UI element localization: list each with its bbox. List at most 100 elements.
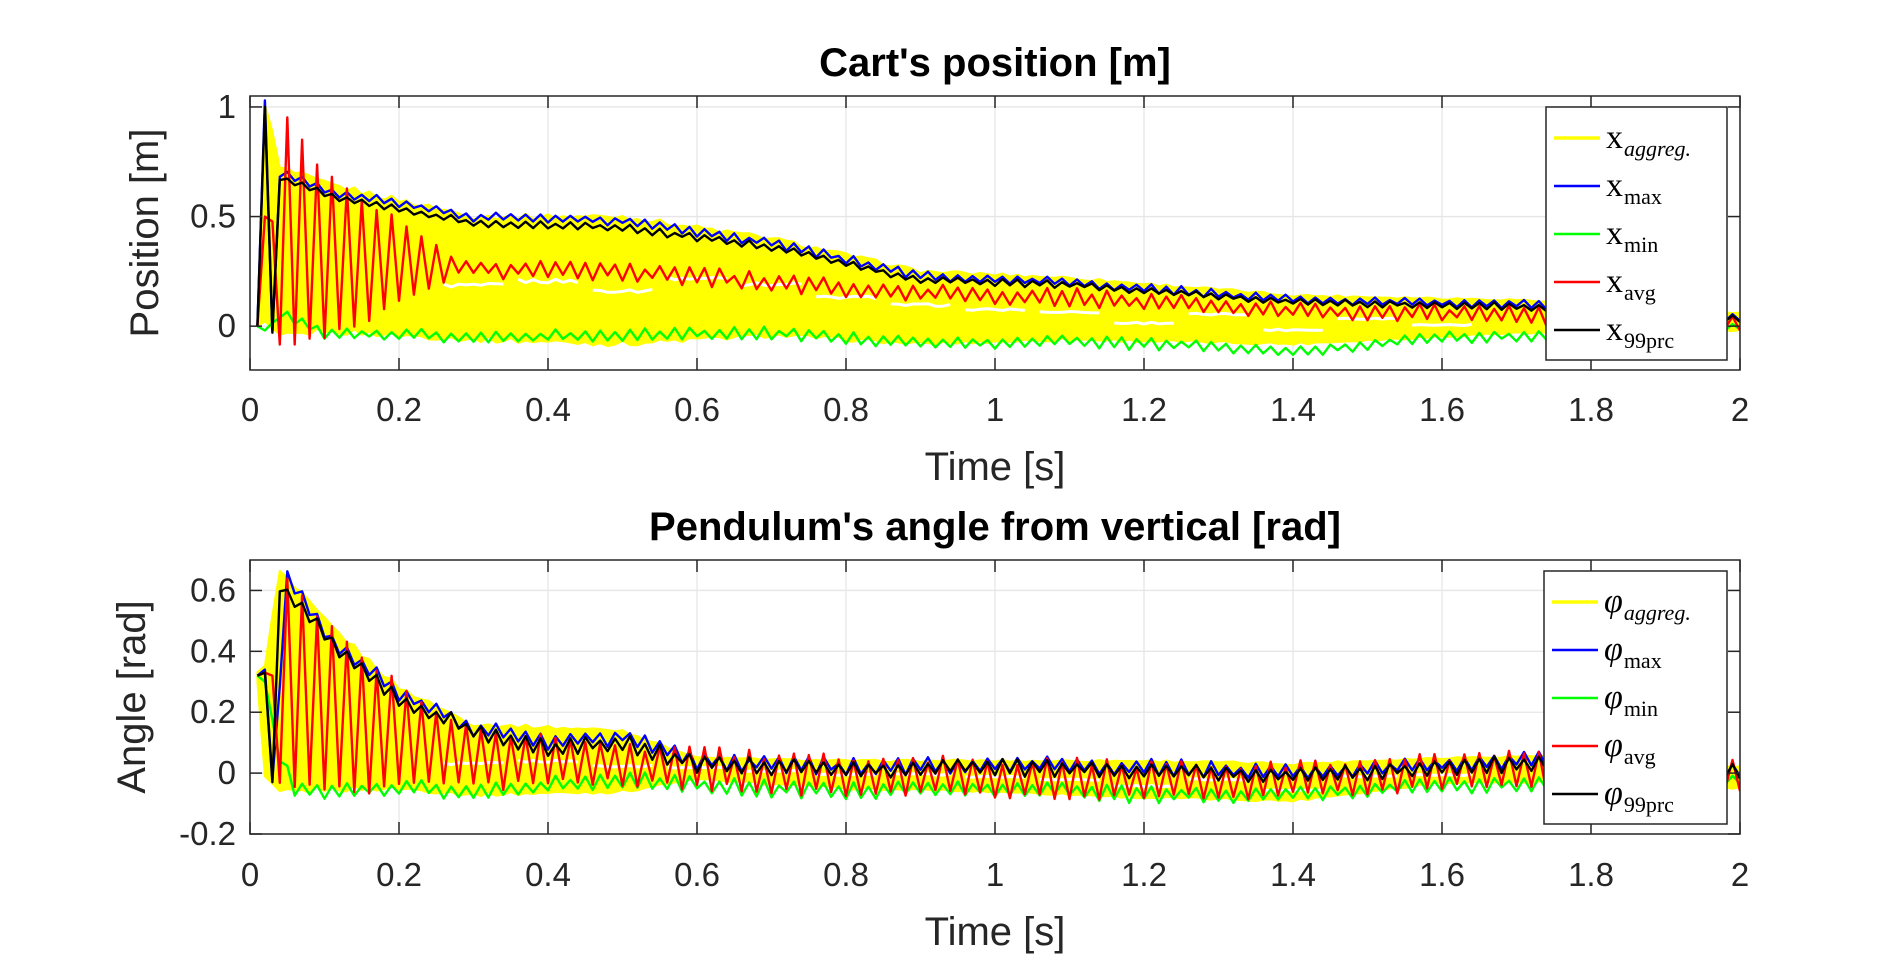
legend-item-x_max: xmax [1554,167,1662,209]
legend-symbol: φ [1604,679,1623,716]
legend-subscript: avg [1624,280,1656,305]
x-tick-label: 0.4 [525,856,571,893]
legend-item-x_aggreg.: xaggreg. [1554,119,1691,161]
band-gap [1263,327,1323,333]
x-tick-label: 0.2 [376,856,422,893]
series-group [256,99,1740,356]
band-gap [1188,311,1249,317]
y-tick-label: 0 [218,307,236,344]
x-tick-label: 1.6 [1419,391,1465,428]
y-tick-label: 0.5 [190,198,236,235]
x-tick-label: 0.6 [674,856,720,893]
legend-symbol: φ [1604,583,1623,620]
legend-subscript: min [1624,696,1658,721]
chart-title: Pendulum's angle from vertical [rad] [649,505,1341,549]
x-tick-label: 0 [241,856,259,893]
legend-label: φ99prc [1604,775,1674,817]
band-gap [517,758,579,764]
band-gap [1114,320,1174,326]
legend-symbol: x [1606,119,1623,156]
x-tick-label: 0.6 [674,391,720,428]
x-tick-label: 0.8 [823,856,869,893]
x-tick-label: 1.4 [1270,856,1316,893]
band-gap [592,763,653,769]
band-gap [517,277,579,285]
legend-item-phi_min: φmin [1552,679,1658,721]
x-tick-label: 1.2 [1121,391,1167,428]
legend-subscript: aggreg. [1624,136,1691,161]
x-tick-label: 1.8 [1568,856,1614,893]
series-phi_min-line [256,674,1740,805]
x-tick-label: 0.8 [823,391,869,428]
legend-label: xavg [1606,263,1656,305]
x-tick-label: 0.2 [376,391,422,428]
band-gap [741,768,802,773]
legend-label: x99prc [1606,311,1674,353]
legend-symbol: φ [1604,775,1623,812]
y-tick-label: 0 [218,754,236,791]
band-gap [1114,784,1174,789]
legend-subscript: aggreg. [1624,600,1691,625]
y-tick-label: 1 [218,88,236,125]
chart-panel-1: 0 0.2 0.4 0.6 0.8 1 1.2 1.4 1.6 1.8 2 0 0.5 1 Cart's p… [123,41,1749,489]
band-gap [1039,777,1100,782]
band-gap [741,281,802,288]
chart-title: Cart's position [m] [819,41,1171,85]
band-gap [1337,774,1398,779]
x-tick-label: 1.4 [1270,391,1316,428]
legend-label: φaggreg. [1604,583,1691,625]
legend-item-phi_avg: φavg [1552,727,1656,769]
x-tick-label: 0.4 [525,391,571,428]
legend-item-x_99prc: x99prc [1554,311,1674,353]
legend-symbol: x [1606,215,1623,252]
legend-label: φavg [1604,727,1656,769]
x-tick-label: 1 [986,856,1004,893]
band-gap [443,761,504,767]
legend-item-x_avg: xavg [1554,263,1656,305]
legend-item-phi_max: φmax [1552,631,1662,673]
legend-symbol: φ [1604,631,1623,668]
band-gap [1412,322,1473,327]
series-x_aggreg.-band [256,103,1740,348]
legend-item-x_min: xmin [1554,215,1658,257]
series-x_max-line [256,99,1740,332]
legend-symbol: x [1606,263,1623,300]
x-tick-label: 2 [1731,391,1749,428]
legend-subscript: max [1624,184,1662,209]
band-gap [965,307,1025,312]
x-tick-label: 2 [1731,856,1749,893]
x-tick-label: 1.2 [1121,856,1167,893]
series-x_avg-line [256,116,1740,346]
legend-subscript: 99prc [1624,328,1674,353]
legend-symbol: φ [1604,727,1623,764]
band-gap [1039,310,1100,315]
chart-panel-2: 0 0.2 0.4 0.6 0.8 1 1.2 1.4 1.6 1.8 2-0.200.20.40.… [110,505,1749,954]
legend-item-phi_aggreg.: φaggreg. [1552,583,1691,625]
x-tick-label: 1 [986,391,1004,428]
y-axis-label: Angle [rad] [110,600,154,793]
band-gap [592,287,653,294]
legend-label: xaggreg. [1606,119,1691,161]
y-tick-label: 0.4 [190,632,236,669]
y-tick-label: 0.2 [190,693,236,730]
series-phi_aggreg.-band [256,569,1740,803]
x-axis-label: Time [s] [925,910,1066,954]
legend-symbol: x [1606,311,1623,348]
band-gap [890,302,951,308]
legend-subscript: 99prc [1624,792,1674,817]
band-gap [443,282,504,289]
band-gap [1412,772,1473,777]
x-tick-label: 0 [241,391,259,428]
series-group [256,569,1740,805]
series-phi_99prc-line [256,588,1740,784]
legend-subscript: min [1624,232,1658,257]
x-tick-label: 1.8 [1568,391,1614,428]
legend-subscript: avg [1624,744,1656,769]
series-x_min-line [256,310,1740,356]
legend-label: φmax [1604,631,1662,673]
legend-label: xmin [1606,215,1658,257]
legend-subscript: max [1624,648,1662,673]
